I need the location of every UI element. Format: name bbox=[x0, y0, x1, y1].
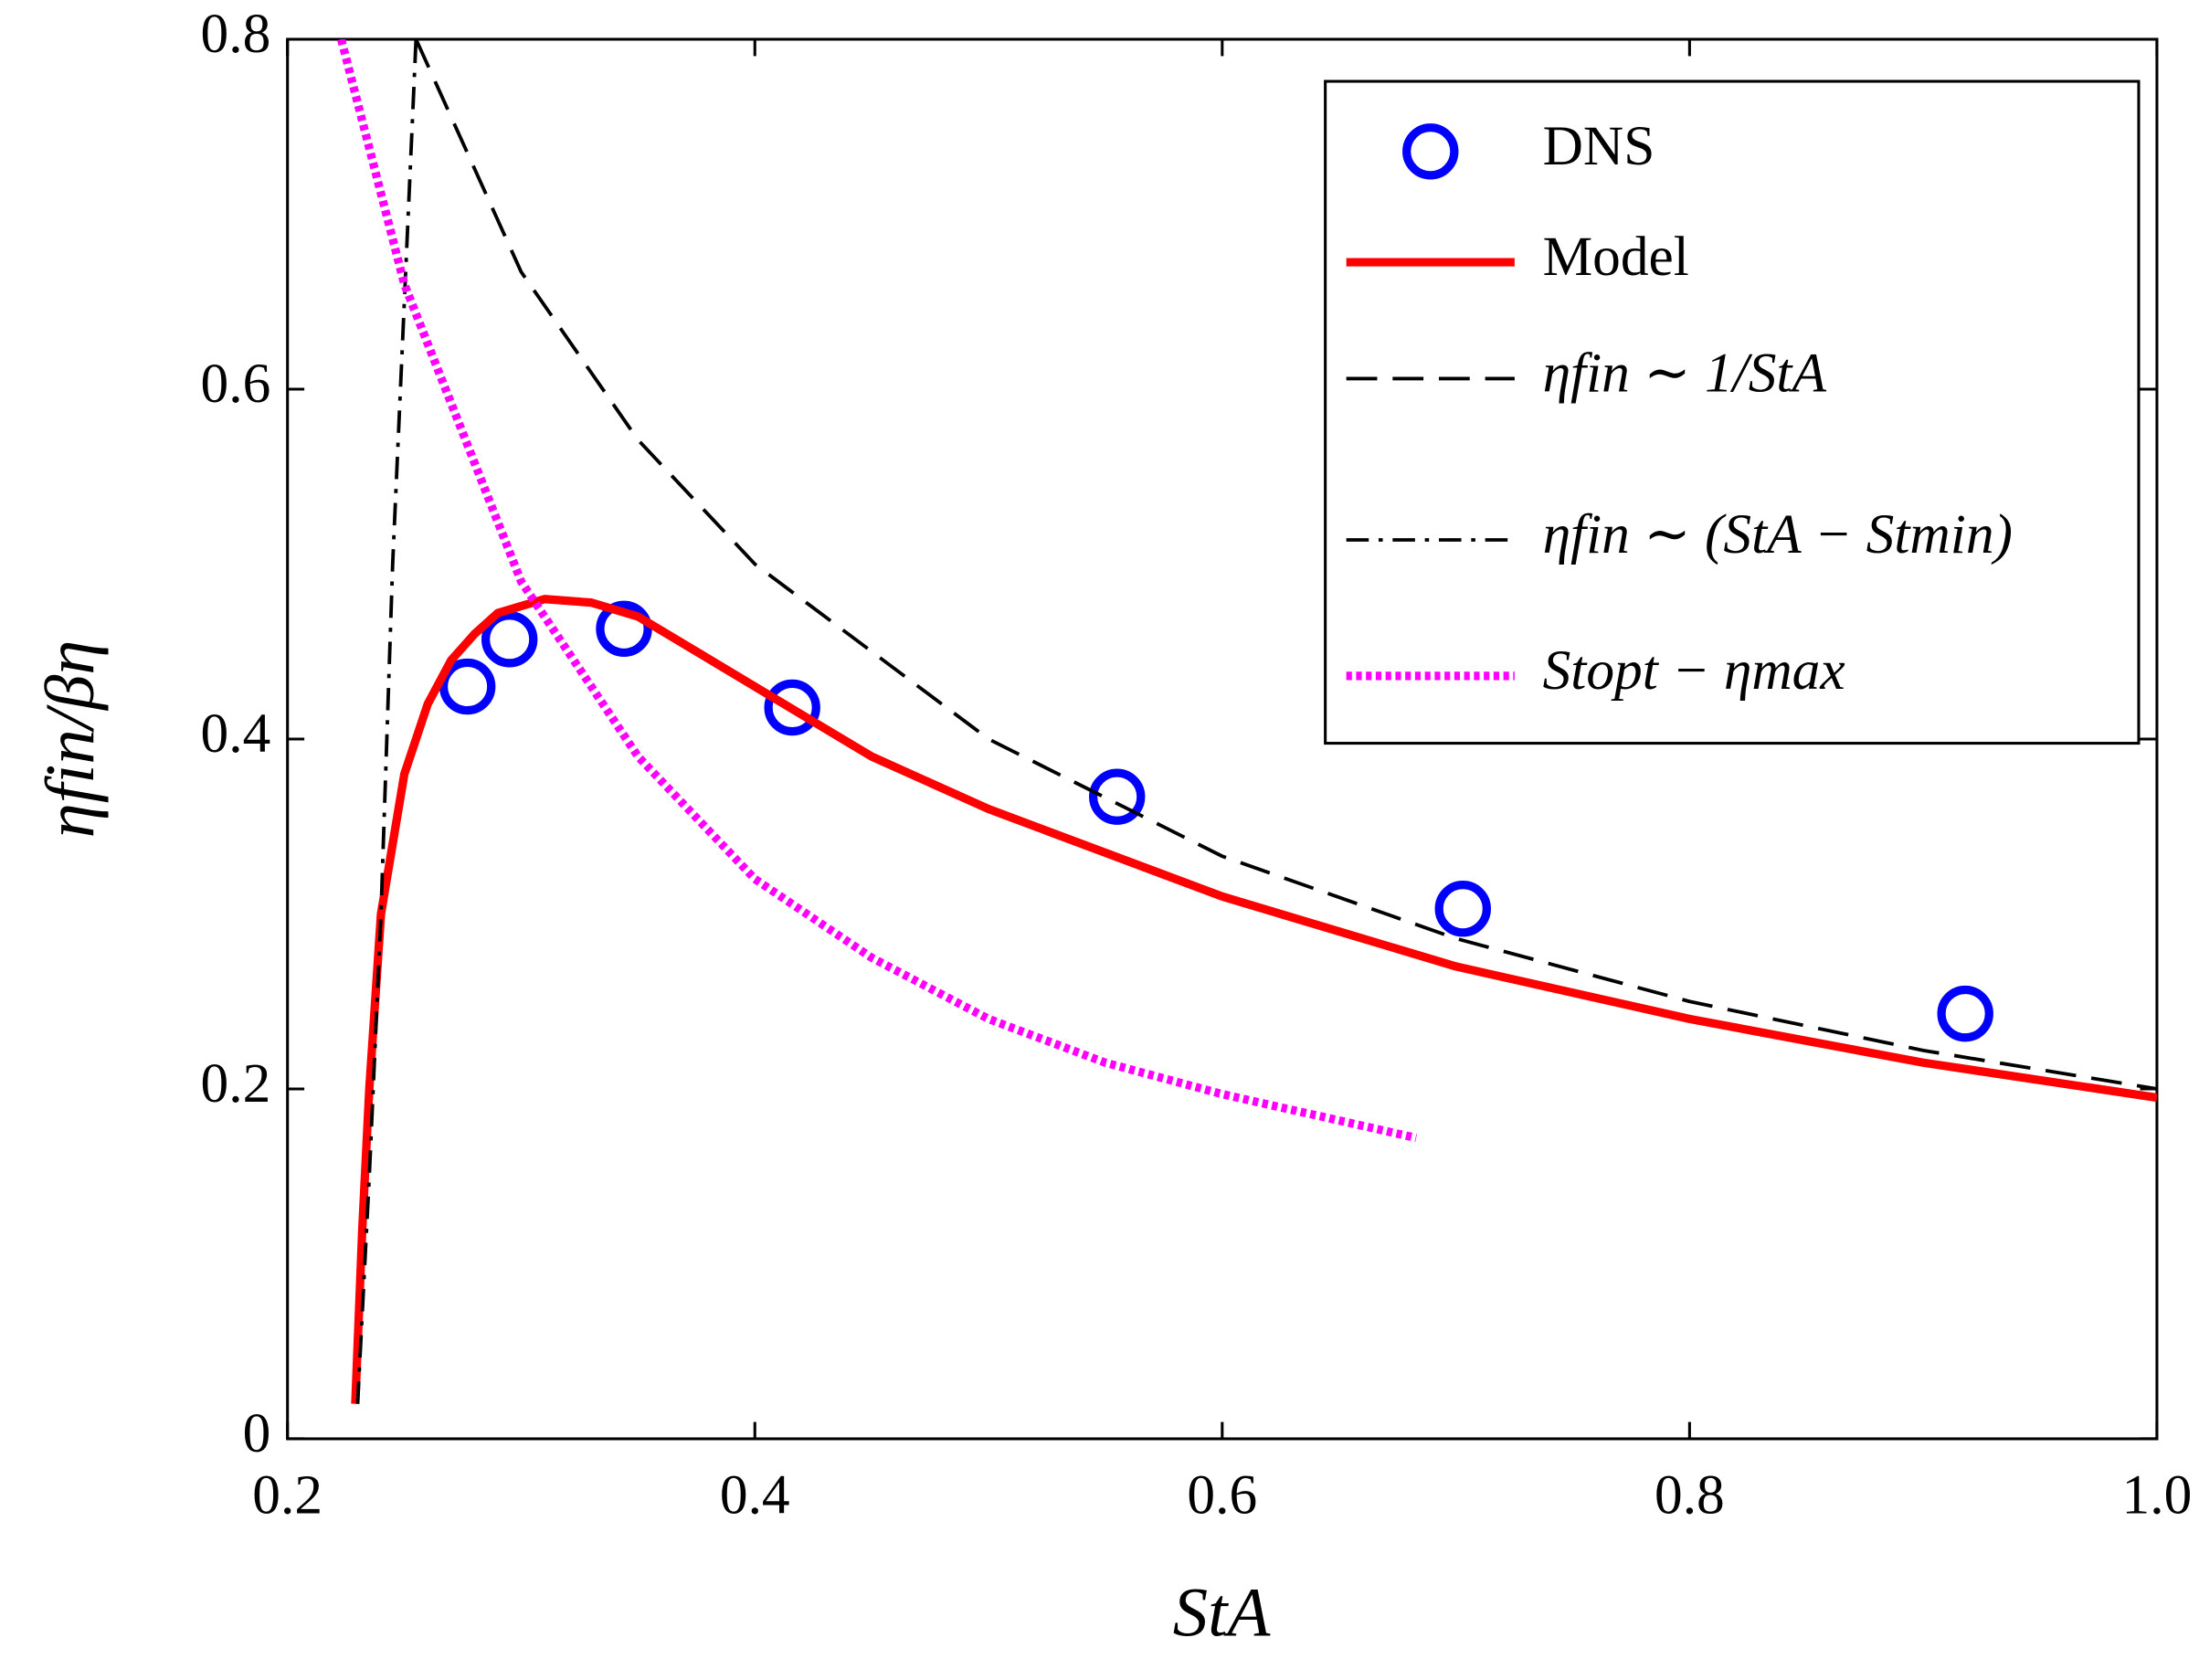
legend-label: Model bbox=[1543, 226, 1689, 288]
dns-marker bbox=[596, 600, 652, 658]
dns-marker bbox=[764, 679, 820, 736]
series-line bbox=[355, 38, 418, 1404]
y-axis-label: ηfin/βη bbox=[31, 640, 109, 839]
x-tick-label: 0.6 bbox=[1187, 1464, 1257, 1527]
x-axis-label: StA bbox=[1173, 1574, 1272, 1652]
dns-marker bbox=[1089, 768, 1146, 825]
y-tick-label: 0.2 bbox=[201, 1052, 271, 1115]
dns-marker bbox=[1434, 881, 1491, 937]
y-tick-label: 0.6 bbox=[201, 353, 271, 415]
legend-label: ηfin ∼ 1/StA bbox=[1543, 343, 1827, 405]
x-tick-label: 0.4 bbox=[720, 1464, 790, 1527]
series-line bbox=[351, 595, 2157, 1404]
y-tick-label: 0.8 bbox=[201, 3, 271, 65]
legend-label: ηfin ∼ (StA − Stmin) bbox=[1543, 503, 2013, 565]
legend-label: Stopt − ηmax bbox=[1543, 639, 1845, 702]
x-tick-label: 0.2 bbox=[252, 1464, 322, 1527]
legend-box bbox=[1324, 79, 2141, 745]
y-tick-label: 0 bbox=[243, 1402, 271, 1464]
dns-marker bbox=[1937, 985, 1993, 1042]
legend-marker bbox=[1402, 123, 1459, 180]
y-tick-label: 0.4 bbox=[201, 703, 271, 765]
dns-marker bbox=[481, 611, 538, 668]
legend-label: DNS bbox=[1543, 115, 1655, 177]
x-tick-label: 1.0 bbox=[2122, 1464, 2193, 1527]
series-line bbox=[337, 38, 1418, 1143]
dns-marker bbox=[439, 658, 496, 715]
x-tick-label: 0.8 bbox=[1655, 1464, 1725, 1527]
